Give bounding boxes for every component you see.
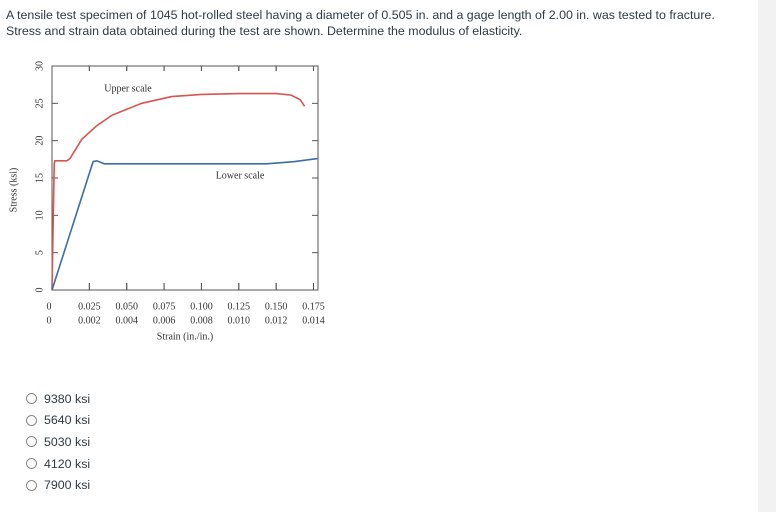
y-tick-label: 0: [34, 288, 45, 293]
x-tick-label: 0.004: [115, 315, 138, 326]
x-tick-label: 0.002: [78, 315, 101, 326]
option[interactable]: 5030 ksi: [26, 431, 90, 453]
label-background: [208, 169, 272, 183]
option-label[interactable]: 9380 ksi: [44, 391, 91, 406]
option[interactable]: 5640 ksi: [26, 410, 90, 432]
x-tick-label: 0.010: [228, 315, 251, 326]
y-tick-label: 10: [34, 210, 45, 220]
series-label: Upper scale: [104, 83, 152, 94]
radio-button[interactable]: [26, 458, 37, 470]
x-tick-label: 0.006: [153, 315, 176, 326]
x-tick-label: 0.050: [115, 301, 138, 312]
series-line: [51, 157, 318, 291]
x-tick-label: 0.125: [228, 301, 251, 312]
option-label[interactable]: 5030 ksi: [44, 434, 91, 449]
x-tick-label: 0.150: [265, 301, 288, 312]
option[interactable]: 4120 ksi: [26, 453, 90, 475]
x-tick-label: 0.008: [190, 315, 213, 326]
series-line: [51, 92, 306, 291]
option-label[interactable]: 5640 ksi: [44, 413, 91, 428]
x-axis-label: Strain (in./in.): [157, 331, 213, 342]
x-tick-label: 0.175: [302, 301, 325, 312]
option[interactable]: 7900 ksi: [26, 474, 90, 496]
radio-button[interactable]: [26, 414, 37, 426]
x-tick-label: 0.025: [78, 301, 101, 312]
y-tick-label: 20: [34, 136, 45, 146]
y-axis-label: Stress (ksi): [8, 168, 19, 213]
x-tick-label: 0.100: [190, 301, 213, 312]
option[interactable]: 9380 ksi: [26, 388, 90, 410]
x-tick-label: 0.014: [302, 315, 325, 326]
y-tick-label: 30: [34, 61, 45, 71]
y-tick-label: 15: [34, 173, 45, 183]
x-tick-label: 0: [47, 315, 52, 326]
option-label[interactable]: 7900 ksi: [44, 478, 91, 493]
option-label[interactable]: 4120 ksi: [44, 456, 91, 471]
plot-frame: [51, 65, 319, 291]
x-tick-label: 0: [47, 301, 52, 312]
options: 9380 ksi 5640 ksi 5030 ksi 4120 ksi 7900 ksi: [26, 388, 90, 496]
radio-button[interactable]: [26, 436, 37, 448]
x-tick-label: 0.012: [265, 315, 288, 326]
question-line: A tensile test specimen of 1045 hot-roll…: [6, 8, 715, 22]
radio-button[interactable]: [26, 393, 37, 405]
question-line: Stress and strain data obtained during t…: [6, 24, 523, 38]
y-tick-label: 5: [34, 250, 45, 255]
series-label: Lower scale: [216, 170, 265, 181]
scrollbar-strip: [758, 0, 776, 512]
y-tick-label: 25: [34, 98, 45, 108]
question: A tensile test specimen of 1045 hot-roll…: [6, 7, 715, 39]
chart: Stress (ksi) Strain (in./in.) 0 5 10 15 20 25…: [8, 61, 325, 342]
radio-button[interactable]: [26, 479, 37, 491]
x-tick-label: 0.075: [153, 301, 176, 312]
